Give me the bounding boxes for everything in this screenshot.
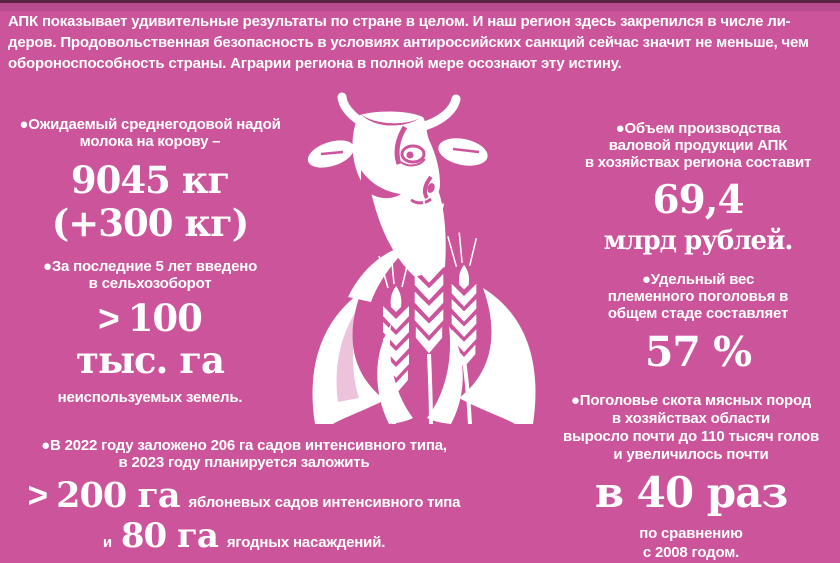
leaves	[312, 244, 536, 424]
stat-value: в 40 раз	[594, 468, 788, 517]
cow-face-details	[320, 114, 480, 205]
stat-text: и	[102, 533, 112, 551]
stat-value: 69,4	[652, 177, 745, 223]
stat-text: ●В 2022 году заложено 206 га садов интен…	[41, 437, 447, 454]
cow-head	[307, 92, 488, 277]
stat-text: яблоневых садов интенсивного типа	[188, 494, 461, 511]
stat-milk-yield: ●Ожидаемый среднегодовой надой молока на…	[8, 116, 292, 243]
greater-than-sign: >	[27, 476, 49, 515]
stat-text: с 2008 годом.	[642, 544, 740, 562]
top-accent-bar	[0, 0, 840, 11]
stat-value: 9045 кг	[70, 158, 230, 202]
stat-unit: тыс. га	[76, 337, 225, 382]
stat-text: в 2023 году планируется заложить	[118, 454, 370, 471]
stat-cattle-growth: ●Поголовье скота мясных пород в хозяйств…	[546, 392, 836, 562]
stat-number: 80 га	[120, 515, 219, 556]
stat-text: ●Объем производства	[615, 120, 781, 137]
stat-number: 200 га	[56, 475, 180, 516]
stat-text: в сельхозоборот	[88, 275, 212, 292]
stat-text: ●Удельный вес	[641, 271, 755, 288]
cow-wheat-illustration	[307, 92, 536, 424]
stat-gross-output: ●Объем производства валовой продукции АП…	[560, 120, 836, 257]
stat-text: по сравнению	[639, 525, 743, 543]
stat-text: общем стаде составляет	[607, 305, 789, 322]
stat-land-reuse: ●За последние 5 лет введено в сельхозобо…	[8, 258, 292, 407]
intro-line: деров. Продовольственная безопасность в …	[8, 34, 809, 51]
stat-text: ●За последние 5 лет введено	[42, 258, 258, 275]
stat-number: 100	[127, 296, 203, 340]
intro-line: АПК показывает удивительные результаты п…	[8, 13, 791, 30]
stat-text: ●Поголовье скота мясных пород	[570, 392, 812, 409]
greater-than-sign: >	[98, 298, 120, 339]
stat-text: валовой продукции АПК	[608, 137, 788, 154]
stat-line: и 80 га ягодных насаждений.	[18, 515, 470, 556]
stat-value: >100	[8, 298, 292, 340]
intro-paragraph: АПК показывает удивительные результаты п…	[8, 11, 836, 74]
wheat-ears	[378, 196, 478, 424]
stat-line: >200 га яблоневых садов интенсивного типа	[18, 475, 470, 516]
stat-unit: млрд рублей.	[603, 225, 794, 256]
stat-orchards: ●В 2022 году заложено 206 га садов интен…	[18, 437, 470, 555]
stat-value: 57 %	[644, 328, 752, 376]
stat-text: в хозяйствах региона составит	[584, 154, 812, 171]
stat-value: (+300 кг)	[51, 200, 250, 245]
stat-breeding-share: ●Удельный вес племенного поголовья в общ…	[560, 271, 836, 375]
stat-text: выросло почти до 110 тысяч голов	[563, 428, 819, 445]
stat-text: в хозяйствах области	[611, 410, 771, 427]
stat-text: неиспользуемых земель.	[57, 389, 243, 407]
stat-text: ягодных насаждений.	[226, 533, 386, 551]
stat-text: молока на корову –	[79, 133, 221, 150]
stat-text: племенного поголовья в	[607, 288, 789, 305]
intro-line: обороноспособность страны. Аграрии регио…	[8, 55, 622, 72]
stat-text: и увеличилось почти	[613, 446, 769, 463]
stat-text: ●Ожидаемый среднегодовой надой	[19, 116, 281, 133]
